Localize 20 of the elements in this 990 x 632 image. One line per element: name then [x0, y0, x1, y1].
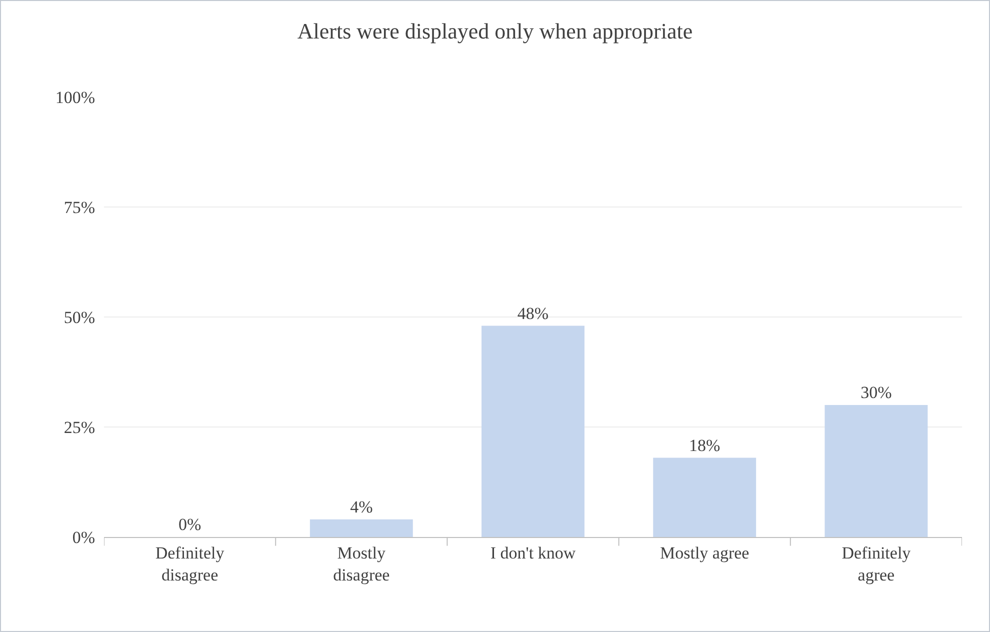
y-tick-label: 25% [64, 418, 95, 437]
y-tick-label: 75% [64, 198, 95, 217]
data-label: 18% [689, 436, 720, 455]
x-tick-label: Mostly agree [660, 543, 750, 562]
data-label: 0% [178, 515, 202, 534]
data-label: 30% [860, 383, 892, 402]
y-tick-label: 0% [72, 528, 95, 547]
y-tick-label: 100% [55, 88, 95, 107]
bar [482, 326, 584, 537]
bar [653, 458, 756, 537]
data-label: 4% [350, 497, 373, 516]
bar [824, 405, 928, 537]
x-tick-label: I don't know [490, 543, 576, 562]
x-tick-label: Mostly disagree [333, 543, 390, 584]
bar [310, 519, 413, 537]
x-tick-label: Definitely agree [842, 543, 912, 584]
y-tick-label: 50% [64, 308, 95, 327]
x-tick-label: Definitely disagree [155, 543, 225, 584]
data-label: 48% [517, 304, 549, 323]
chart-title: Alerts were displayed only when appropriate [297, 18, 693, 44]
